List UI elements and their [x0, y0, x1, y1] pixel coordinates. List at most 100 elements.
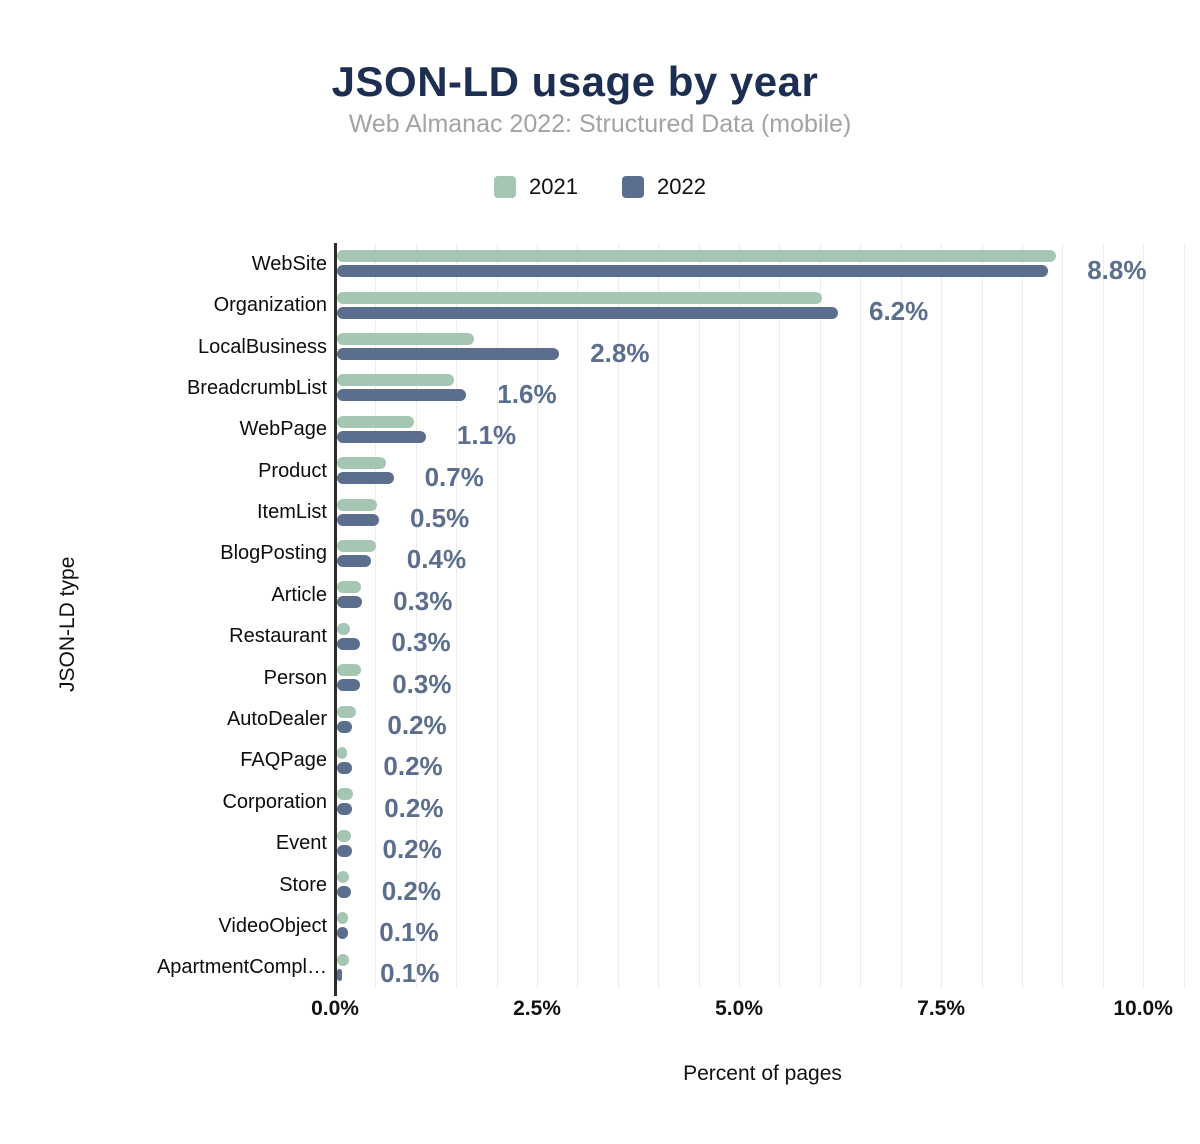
y-axis-title: JSON-LD type — [56, 556, 79, 692]
bar-2021-FAQPage[interactable] — [337, 746, 347, 759]
gridline — [617, 243, 619, 988]
gridline — [900, 243, 902, 988]
category-label: BreadcrumbList — [186, 376, 327, 399]
legend-swatch-2021 — [494, 176, 517, 198]
bar-2022-WebPage[interactable] — [337, 430, 426, 443]
gridline — [1102, 243, 1104, 988]
gridline — [779, 243, 781, 988]
x-axis-title: Percent of pages — [683, 1062, 842, 1085]
gridline — [1143, 243, 1145, 988]
legend: 2021 2022 — [0, 172, 1200, 202]
x-tick-label: 5.0% — [715, 997, 763, 1020]
value-label: 0.1% — [380, 958, 440, 989]
category-label: ApartmentCompl… — [156, 956, 327, 979]
gridline — [1183, 243, 1185, 988]
x-tick-label: 2.5% — [513, 997, 561, 1020]
gridline — [415, 243, 417, 988]
bar-2021-LocalBusiness[interactable] — [337, 333, 475, 345]
value-label: 0.3% — [393, 585, 453, 616]
gridline — [496, 243, 498, 988]
bar-2021-Organization[interactable] — [337, 291, 822, 304]
x-tick-label: 7.5% — [917, 997, 966, 1020]
bar-2021-Restaurant[interactable] — [337, 622, 350, 635]
bar-2022-Article[interactable] — [337, 596, 363, 609]
value-label: 0.2% — [384, 792, 444, 823]
category-label: WebPage — [239, 418, 327, 441]
bar-2021-Product[interactable] — [337, 457, 386, 470]
x-tick-label: 0.0% — [311, 997, 359, 1020]
gridline — [658, 243, 660, 988]
bar-2021-ItemList[interactable] — [337, 498, 378, 511]
bar-2021-AutoDealer[interactable] — [337, 705, 357, 718]
chart-subtitle: Web Almanac 2022: Structured Data (mobil… — [348, 110, 852, 138]
category-label: Article — [271, 583, 327, 606]
value-label: 0.2% — [387, 710, 447, 740]
bar-2021-Person[interactable] — [337, 664, 362, 677]
gridline — [941, 243, 943, 988]
category-label: Restaurant — [229, 625, 327, 648]
category-label: Organization — [213, 294, 327, 317]
bar-2021-BlogPosting[interactable] — [337, 539, 376, 552]
chart-title: JSON-LD usage by year — [331, 58, 819, 105]
bar-2022-WebSite[interactable] — [337, 265, 1049, 278]
gridline — [698, 243, 700, 988]
category-label: WebSite — [251, 252, 327, 275]
bar-2021-WebSite[interactable] — [337, 250, 1057, 263]
gridline — [981, 243, 983, 988]
bar-2022-Corporation[interactable] — [337, 803, 352, 816]
legend-item-2021[interactable]: 2021 — [494, 174, 578, 200]
bar-2022-FAQPage[interactable] — [337, 761, 353, 774]
value-label: 6.2% — [869, 296, 929, 327]
bar-2021-Article[interactable] — [337, 581, 362, 594]
category-label: LocalBusiness — [198, 335, 327, 358]
y-axis-line — [334, 243, 337, 996]
gridline — [860, 243, 862, 988]
bar-2022-Person[interactable] — [337, 679, 360, 692]
bar-2022-BreadcrumbList[interactable] — [337, 389, 467, 402]
value-label: 0.4% — [406, 544, 467, 575]
bar-2021-VideoObject[interactable] — [337, 912, 349, 925]
gridline — [1062, 243, 1064, 988]
gridline — [456, 243, 458, 988]
bar-2021-BreadcrumbList[interactable] — [337, 374, 455, 387]
value-label: 0.1% — [379, 916, 439, 947]
value-label: 1.6% — [497, 378, 557, 409]
category-label: ItemList — [256, 501, 327, 523]
value-label: 0.2% — [383, 751, 443, 782]
category-label: VideoObject — [218, 914, 327, 937]
plot-area: 8.8% 6.2% 2.8% 1.6% 1.1% 0.7% 0.5% 0.4% 0.3% 0.3%… — [335, 243, 1190, 988]
bar-2022-Product[interactable] — [337, 472, 394, 485]
gridline — [819, 243, 821, 988]
category-label: AutoDealer — [226, 708, 327, 730]
legend-swatch-2022 — [622, 176, 644, 198]
bar-2022-ApartmentCompl…[interactable] — [337, 968, 342, 981]
bar-2021-Event[interactable] — [337, 829, 351, 842]
gridline — [739, 243, 741, 988]
bar-2022-VideoObject[interactable] — [337, 927, 348, 940]
bar-2022-BlogPosting[interactable] — [337, 554, 371, 567]
gridline — [375, 243, 377, 988]
bar-2022-Restaurant[interactable] — [337, 637, 361, 650]
bar-2021-Store[interactable] — [337, 871, 350, 883]
category-label: Person — [263, 666, 327, 689]
bar-2021-WebPage[interactable] — [337, 415, 414, 428]
legend-item-2022[interactable]: 2022 — [622, 174, 706, 200]
category-label: Corporation — [222, 790, 327, 813]
value-label: 1.1% — [456, 420, 517, 451]
bar-2021-Corporation[interactable] — [337, 788, 354, 801]
legend-label: 2021 — [529, 174, 578, 199]
bar-2022-Organization[interactable] — [337, 306, 838, 319]
value-label: 0.7% — [424, 461, 484, 492]
bar-2022-Store[interactable] — [337, 886, 351, 898]
bar-2022-LocalBusiness[interactable] — [337, 348, 560, 360]
bar-2021-ApartmentCompl…[interactable] — [337, 953, 350, 966]
value-label: 0.3% — [392, 668, 452, 699]
value-label: 0.2% — [382, 834, 442, 865]
value-label: 0.3% — [391, 627, 451, 658]
bar-2022-Event[interactable] — [337, 844, 352, 857]
bar-2022-ItemList[interactable] — [337, 513, 379, 526]
bar-2022-AutoDealer[interactable] — [337, 720, 353, 733]
value-label: 8.8% — [1087, 254, 1147, 285]
value-label: 2.8% — [590, 337, 650, 368]
category-label: Store — [279, 873, 327, 896]
